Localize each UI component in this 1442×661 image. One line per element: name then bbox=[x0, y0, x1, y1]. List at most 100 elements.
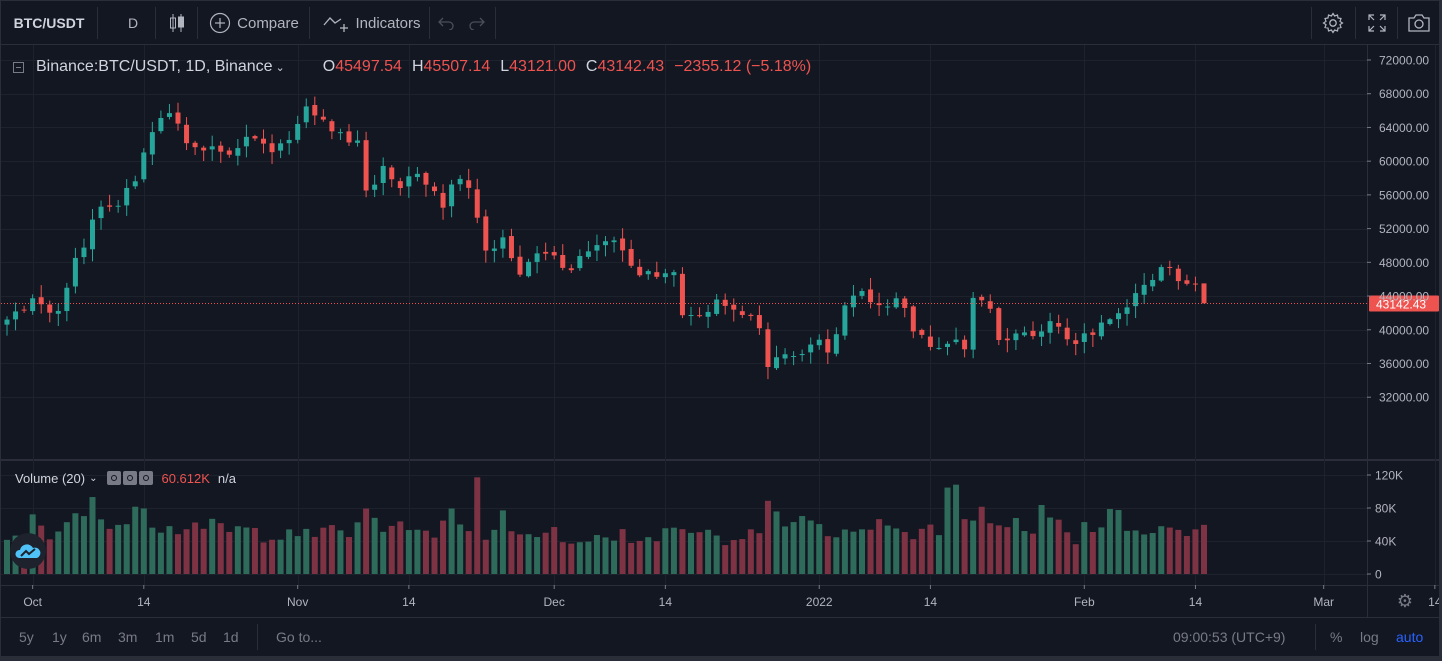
collapse-legend-button[interactable] bbox=[13, 61, 24, 73]
chevron-down-icon[interactable]: ⌄ bbox=[89, 472, 98, 484]
volume-bar bbox=[115, 524, 122, 574]
remove-icon[interactable] bbox=[139, 471, 154, 485]
volume-bar bbox=[824, 536, 831, 574]
candle-body bbox=[697, 315, 703, 317]
candle-body bbox=[919, 329, 925, 335]
top-toolbar: BTC/USDT D Compare bbox=[1, 1, 1439, 45]
candle-body bbox=[526, 261, 532, 277]
candle-body bbox=[705, 311, 711, 317]
fullscreen-button[interactable] bbox=[1357, 1, 1397, 45]
toolbar-divider bbox=[1311, 7, 1312, 39]
volume-bar bbox=[901, 532, 908, 574]
volume-tick-label: 120K bbox=[1375, 469, 1403, 483]
range-1m[interactable]: 1m bbox=[155, 629, 175, 645]
volume-bar bbox=[422, 530, 429, 574]
candle-body bbox=[517, 256, 523, 275]
clock[interactable]: 09:00:53 (UTC+9) bbox=[1173, 629, 1286, 645]
volume-bar bbox=[910, 539, 917, 574]
range-6m[interactable]: 6m bbox=[82, 629, 102, 645]
candle-body bbox=[252, 136, 258, 139]
price-tick-label: 48000.00 bbox=[1379, 256, 1429, 270]
candle-body bbox=[278, 143, 284, 151]
toolbar-divider bbox=[155, 7, 156, 39]
candle-body bbox=[1116, 313, 1121, 320]
volume-bar bbox=[867, 529, 874, 574]
volume-bar bbox=[1064, 532, 1071, 574]
volume-bar bbox=[431, 537, 438, 574]
range-5d[interactable]: 5d bbox=[191, 629, 207, 645]
volume-bar bbox=[816, 524, 823, 574]
volume-bar bbox=[722, 545, 729, 574]
volume-bar bbox=[1141, 534, 1148, 574]
volume-bar bbox=[89, 497, 96, 574]
compare-button[interactable]: Compare bbox=[201, 1, 307, 45]
interval-button[interactable]: D bbox=[127, 15, 139, 31]
candle-body bbox=[1047, 321, 1053, 333]
volume-tick-label: 0 bbox=[1375, 568, 1382, 582]
candle-body bbox=[483, 216, 489, 251]
candle-body bbox=[551, 252, 557, 256]
volume-bar bbox=[209, 518, 216, 574]
gear-icon bbox=[1322, 12, 1344, 34]
series-title[interactable]: Binance:BTC/USDT, 1D, Binance bbox=[36, 58, 273, 75]
candle-body bbox=[423, 172, 429, 185]
candle-body bbox=[945, 343, 950, 347]
volume-bar bbox=[1012, 518, 1019, 574]
volume-bar bbox=[790, 522, 797, 574]
toolbar-divider bbox=[429, 7, 430, 39]
candle-body bbox=[1004, 338, 1010, 341]
candle-body bbox=[1192, 283, 1198, 285]
volume-bar bbox=[482, 539, 489, 574]
candle-body bbox=[825, 339, 831, 353]
candle-body bbox=[637, 266, 643, 276]
volume-bar bbox=[183, 529, 190, 574]
snapshot-button[interactable] bbox=[1399, 1, 1439, 45]
range-5y[interactable]: 5y bbox=[19, 629, 34, 645]
volume-title[interactable]: Volume (20) bbox=[15, 470, 86, 486]
indicators-label: Indicators bbox=[355, 14, 421, 32]
percent-scale-toggle[interactable]: % bbox=[1330, 629, 1343, 645]
price-chart[interactable]: 43142.43 72000.00 68000.00 64000.00 60000.00… bbox=[1, 45, 1439, 617]
volume-bar bbox=[1089, 531, 1096, 574]
settings-button[interactable] bbox=[1313, 1, 1353, 45]
toolbar-divider bbox=[1397, 7, 1398, 39]
volume-bar bbox=[970, 520, 977, 574]
symbol-search-button[interactable]: BTC/USDT bbox=[13, 15, 85, 31]
candle-body bbox=[936, 347, 942, 349]
settings-small-icon[interactable] bbox=[123, 471, 138, 485]
volume-bar bbox=[884, 525, 891, 574]
tradingview-logo-icon[interactable] bbox=[10, 533, 46, 569]
redo-button[interactable] bbox=[461, 1, 493, 45]
volume-bar bbox=[440, 520, 447, 574]
log-scale-toggle[interactable]: log bbox=[1360, 629, 1379, 645]
volume-bar bbox=[534, 537, 541, 574]
candle-body bbox=[55, 310, 61, 314]
visibility-icon[interactable] bbox=[107, 471, 122, 485]
volume-bar bbox=[388, 525, 395, 574]
indicators-button[interactable]: Indicators bbox=[313, 1, 431, 45]
candle-body bbox=[842, 305, 848, 336]
candle-body bbox=[261, 138, 266, 144]
candle-body bbox=[363, 140, 369, 191]
volume-bar bbox=[1030, 533, 1036, 574]
undo-button[interactable] bbox=[431, 1, 461, 45]
volume-bar bbox=[525, 534, 532, 574]
chart-type-button[interactable] bbox=[161, 1, 193, 45]
volume-bar bbox=[918, 528, 925, 574]
range-1d[interactable]: 1d bbox=[223, 629, 239, 645]
candle-body bbox=[295, 123, 301, 140]
volume-bar bbox=[1132, 530, 1139, 574]
candle-body bbox=[585, 251, 591, 257]
go-to-button[interactable]: Go to... bbox=[276, 629, 322, 645]
candle-body bbox=[192, 142, 198, 148]
volume-bar bbox=[696, 532, 703, 574]
scale-settings-icon[interactable]: ⚙ bbox=[1396, 591, 1414, 611]
range-3m[interactable]: 3m bbox=[118, 629, 138, 645]
volume-bar bbox=[465, 531, 472, 574]
volume-bar bbox=[123, 524, 130, 574]
range-1y[interactable]: 1y bbox=[52, 629, 67, 645]
auto-scale-toggle[interactable]: auto bbox=[1396, 629, 1424, 645]
chevron-down-icon[interactable]: ⌄ bbox=[275, 61, 285, 74]
candle-body bbox=[64, 287, 70, 312]
candle-body bbox=[765, 329, 771, 367]
